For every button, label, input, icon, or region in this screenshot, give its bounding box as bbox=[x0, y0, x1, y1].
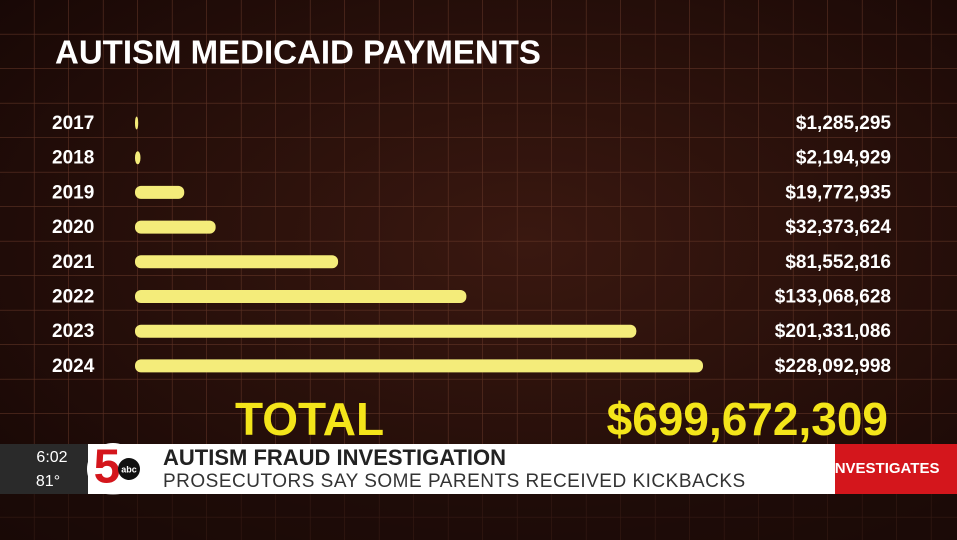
logo-ring bbox=[87, 443, 139, 495]
year-label: 2019 bbox=[52, 182, 94, 203]
value-label: $2,194,929 bbox=[796, 148, 891, 169]
bar bbox=[135, 220, 216, 234]
lower-third bbox=[0, 444, 957, 494]
total-label: TOTAL bbox=[235, 393, 384, 445]
tag: INVESTIGATES bbox=[831, 460, 940, 477]
value-label: $201,331,086 bbox=[775, 321, 891, 342]
bar bbox=[135, 151, 141, 165]
bar bbox=[135, 255, 339, 269]
subheadline: PROSECUTORS SAY SOME PARENTS RECEIVED KI… bbox=[163, 471, 746, 492]
headline: AUTISM FRAUD INVESTIGATION bbox=[163, 445, 506, 470]
year-label: 2017 bbox=[52, 113, 94, 134]
year-label: 2024 bbox=[52, 356, 95, 377]
bar bbox=[135, 359, 703, 373]
tag-box bbox=[835, 444, 957, 494]
logo-disc bbox=[118, 458, 140, 480]
clock-box bbox=[0, 444, 88, 494]
year-label: 2022 bbox=[52, 287, 94, 308]
year-label: 2023 bbox=[52, 321, 94, 342]
year-label: 2018 bbox=[52, 148, 94, 169]
bar-chart: 2017 $1,285,295 2018 $2,194,929 2019 $19,772,… bbox=[52, 113, 891, 377]
bar bbox=[135, 290, 467, 303]
logo-number: 5 bbox=[94, 441, 121, 494]
value-label: $32,373,624 bbox=[785, 217, 891, 238]
bottom-strip bbox=[0, 494, 957, 540]
temperature: 81° bbox=[36, 473, 60, 490]
bar bbox=[135, 185, 185, 199]
bar bbox=[135, 324, 637, 338]
value-label: $228,092,998 bbox=[775, 356, 891, 377]
value-label: $1,285,295 bbox=[796, 113, 892, 134]
bar bbox=[135, 116, 139, 130]
time: 6:02 bbox=[36, 449, 67, 466]
logo-network: abc bbox=[121, 464, 137, 474]
value-label: $81,552,816 bbox=[785, 252, 891, 273]
total-value: $699,672,309 bbox=[607, 393, 888, 445]
year-label: 2021 bbox=[52, 252, 95, 273]
value-label: $19,772,935 bbox=[785, 182, 891, 203]
value-label: $133,068,628 bbox=[775, 287, 891, 308]
chart-title: AUTISM MEDICAID PAYMENTS bbox=[55, 34, 541, 71]
year-label: 2020 bbox=[52, 217, 94, 238]
